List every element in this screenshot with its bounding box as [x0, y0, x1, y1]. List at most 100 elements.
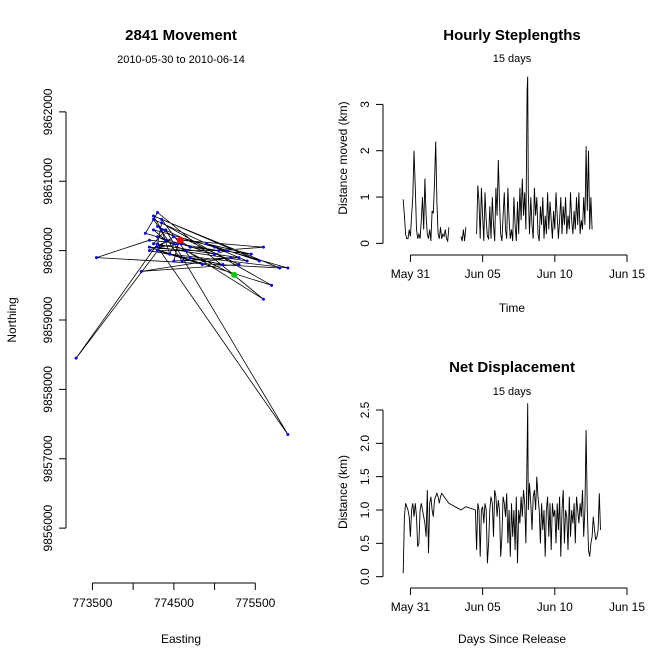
movement-location-point — [156, 249, 160, 253]
movement-location-point — [213, 252, 217, 256]
movement-location-point — [188, 256, 192, 260]
movement-location-point — [164, 228, 168, 232]
movement-location-point — [152, 217, 155, 221]
displacement-y-tick-label: 1.0 — [358, 501, 372, 518]
movement-title: 2841 Movement — [125, 27, 237, 44]
steplength-y-tick-label: 1 — [358, 193, 372, 200]
steplength-x-tick-label: Jun 15 — [609, 267, 645, 281]
movement-panel: 2841 Movement 2010-05-30 to 2010-06-14 E… — [5, 27, 290, 646]
movement-location-point — [147, 238, 151, 242]
movement-location-point — [74, 356, 78, 360]
movement-location-point — [152, 242, 155, 246]
steplength-x-axis-label: Time — [499, 301, 526, 315]
movement-location-point — [237, 263, 241, 266]
displacement-marks — [402, 403, 601, 574]
movement-location-point — [221, 263, 225, 266]
movement-x-axis-label: Easting — [161, 632, 201, 646]
displacement-series-line — [402, 403, 601, 574]
steplength-title: Hourly Steplengths — [443, 27, 581, 44]
displacement-x-axis-label: Days Since Release — [458, 632, 566, 646]
movement-location-point — [152, 228, 155, 232]
movement-location-point — [160, 228, 164, 232]
displacement-y-axis-label: Distance (km) — [336, 455, 350, 529]
movement-location-point — [164, 238, 168, 242]
movement-location-point — [261, 245, 265, 249]
movement-location-point — [143, 231, 147, 235]
steplength-series-line — [402, 141, 450, 243]
movement-location-point — [168, 252, 172, 256]
movement-location-point — [156, 224, 160, 228]
movement-location-point — [200, 263, 204, 266]
steplength-y-tick-label: 0 — [358, 240, 372, 247]
movement-location-point — [286, 432, 290, 436]
movement-location-point — [261, 297, 265, 301]
steplength-marks — [402, 76, 593, 243]
steplength-x-tick-label: Jun 10 — [537, 267, 573, 281]
movement-location-point — [160, 217, 164, 221]
movement-location-point — [257, 259, 261, 263]
movement-location-point — [184, 249, 188, 253]
movement-location-point — [147, 245, 151, 249]
movement-x-tick-label: 775500 — [235, 596, 275, 610]
displacement-panel: Net Displacement 15 days Days Since Rele… — [336, 359, 645, 646]
movement-y-tick-label: 9861000 — [41, 158, 55, 205]
movement-y-tick-label: 9860000 — [41, 227, 55, 274]
steplength-x-tick-label: May 31 — [391, 267, 431, 281]
displacement-x-tick-label: Jun 15 — [609, 600, 645, 614]
movement-location-point — [237, 256, 241, 260]
movement-location-point — [172, 259, 176, 263]
movement-location-point — [225, 249, 229, 253]
movement-location-point — [213, 245, 217, 249]
steplength-x-tick-label: Jun 05 — [465, 267, 501, 281]
displacement-y-tick-label: 2.0 — [358, 435, 372, 452]
movement-location-point — [156, 242, 160, 246]
movement-location-point — [152, 214, 155, 218]
displacement-x-tick-label: May 31 — [391, 600, 431, 614]
movement-location-point — [180, 259, 184, 263]
movement-location-point — [286, 266, 290, 270]
displacement-subtitle: 15 days — [493, 386, 532, 398]
movement-track-line — [75, 211, 289, 435]
steplength-y-axis-label: Distance moved (km) — [336, 101, 350, 214]
movement-location-point — [188, 245, 192, 249]
movement-marks — [74, 210, 290, 436]
movement-y-tick-label: 9859000 — [41, 296, 55, 343]
movement-y-tick-label: 9862000 — [41, 88, 55, 135]
movement-x-tick-label: 773500 — [72, 596, 112, 610]
movement-y-tick-label: 9857000 — [41, 435, 55, 482]
steplength-axes: May 31 Jun 05 Jun 10 Jun 15 0 1 2 3 — [358, 101, 645, 281]
steplength-series-line — [476, 76, 593, 242]
movement-location-point — [249, 252, 253, 256]
displacement-y-tick-label: 2.5 — [358, 401, 372, 418]
movement-location-point — [270, 283, 274, 287]
movement-location-point — [172, 235, 176, 239]
movement-location-point — [278, 266, 282, 270]
movement-location-point — [139, 269, 143, 273]
displacement-axes: May 31 Jun 05 Jun 10 Jun 15 0.0 0.5 1.0 1.5 2.0 2… — [358, 401, 645, 614]
movement-location-point — [160, 221, 164, 225]
movement-x-tick-label: 774500 — [154, 596, 194, 610]
movement-location-point — [245, 259, 249, 263]
movement-location-point — [156, 235, 160, 239]
steplength-y-tick-label: 3 — [358, 101, 372, 108]
movement-location-point — [156, 245, 160, 249]
movement-y-tick-label: 9856000 — [41, 504, 55, 551]
movement-location-point — [217, 249, 221, 253]
movement-location-point — [156, 210, 160, 214]
movement-axes: 773500 774500 775500 9856000 9857000 9858000 9… — [41, 88, 276, 610]
displacement-y-tick-label: 0.0 — [358, 568, 372, 585]
displacement-y-tick-label: 1.5 — [358, 468, 372, 485]
steplength-subtitle: 15 days — [493, 53, 532, 65]
displacement-y-tick-label: 0.5 — [358, 535, 372, 552]
movement-location-point — [147, 249, 151, 253]
movement-location-point — [95, 256, 98, 260]
movement-y-tick-label: 9858000 — [41, 366, 55, 413]
movement-y-axis-label: Northing — [5, 297, 19, 342]
displacement-x-tick-label: Jun 10 — [537, 600, 573, 614]
movement-location-point — [172, 242, 176, 246]
steplength-series-line — [460, 227, 467, 242]
movement-location-point — [229, 256, 233, 260]
steplength-y-tick-label: 2 — [358, 147, 372, 154]
steplength-panel: Hourly Steplengths 15 days Time Distance… — [336, 27, 645, 315]
